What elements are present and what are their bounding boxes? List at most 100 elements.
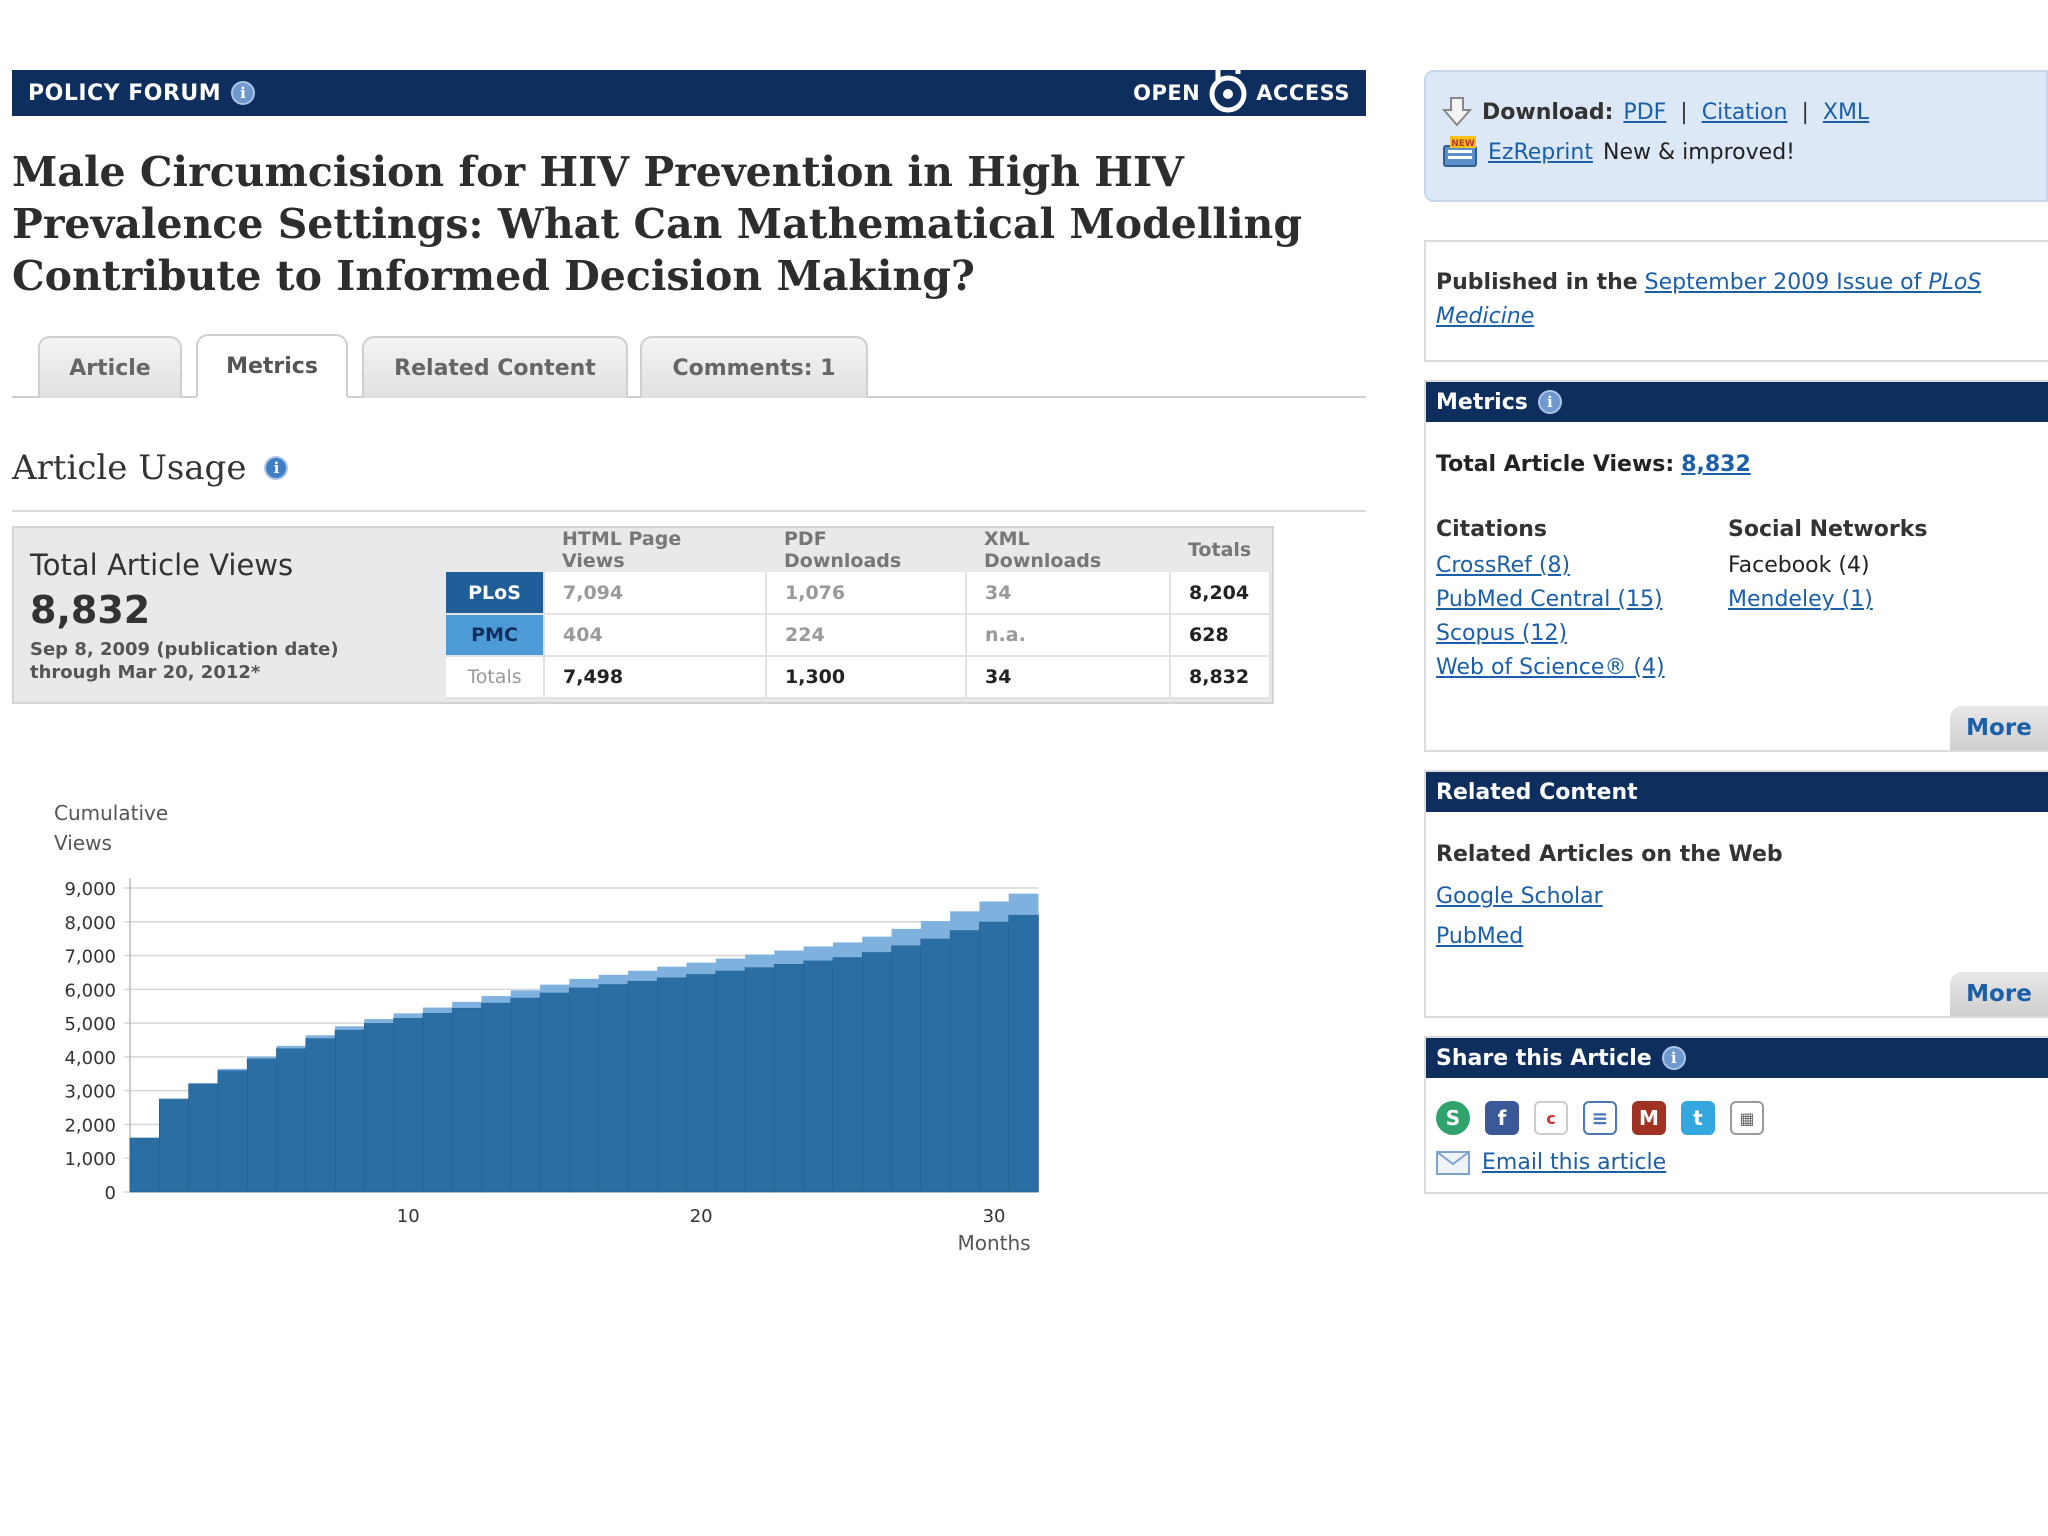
- x-tick-label: 20: [690, 1206, 713, 1227]
- issue-link[interactable]: September 2009 Issue of PLoS Medicine: [1436, 270, 1981, 329]
- info-icon[interactable]: i: [1537, 390, 1562, 414]
- bar-plos: [715, 970, 746, 1193]
- facebook-count: Facebook (4): [1728, 553, 1870, 578]
- citations-heading: Citations: [1436, 517, 1547, 542]
- tab-related-content[interactable]: Related Content: [362, 336, 628, 398]
- download-xml-link[interactable]: XML: [1822, 99, 1870, 125]
- open-access-badge: OPEN ACCESS: [1133, 57, 1350, 116]
- bar-pmc: [481, 996, 512, 1003]
- bar-plos: [539, 992, 571, 1193]
- bar-plos: [305, 1038, 336, 1193]
- access-label: ACCESS: [1256, 81, 1350, 105]
- x-tick-label: 30: [983, 1206, 1006, 1227]
- bar-pmc: [774, 950, 805, 964]
- related-web-heading: Related Articles on the Web: [1436, 842, 1783, 867]
- bar-plos: [832, 956, 864, 1193]
- bar-pmc: [247, 1056, 277, 1059]
- metrics-total-link[interactable]: 8,832: [1681, 452, 1751, 477]
- y-axis-label: Cumulative: [54, 801, 168, 825]
- tab-comments[interactable]: Comments: 1: [640, 336, 868, 398]
- issue-link-journal: PLoS: [1928, 270, 1982, 295]
- total-views-label: Total Article Views: [30, 548, 294, 582]
- y-tick-label: 1,000: [64, 1149, 116, 1170]
- date-range: Sep 8, 2009 (publication date) through M…: [30, 638, 339, 684]
- cumulative-views-chart: Cumulative Views 0 1,000 2,000 3,000 4,000 5,00…: [54, 801, 1039, 1255]
- download-pdf-link[interactable]: PDF: [1623, 99, 1667, 125]
- open-lock-icon: [1209, 57, 1247, 113]
- delicious-icon[interactable]: ▦: [1730, 1101, 1764, 1135]
- metrics-more-button[interactable]: More: [1950, 706, 2048, 750]
- bar-plos: [129, 1137, 161, 1193]
- email-article-link[interactable]: Email this article: [1482, 1150, 1667, 1175]
- pubmed-central-link[interactable]: PubMed Central (15): [1436, 587, 1663, 612]
- download-citation-link[interactable]: Citation: [1701, 99, 1788, 125]
- bar-pmc: [657, 966, 688, 978]
- table-header-blank: [446, 528, 544, 572]
- article-type-banner: POLICY FORUM i OPEN ACCESS: [12, 57, 1366, 116]
- mendeley-icon[interactable]: M: [1632, 1101, 1666, 1135]
- ezreprint-line: NEW EzReprint New & improved!: [1442, 132, 2030, 172]
- col-xml-downloads: XML Downloads: [966, 528, 1170, 572]
- bar-plos: [510, 997, 541, 1193]
- mendeley-link[interactable]: Mendeley (1): [1728, 587, 1873, 612]
- social-networks-column: Social Networks Facebook (4) Mendeley (1…: [1728, 517, 2020, 689]
- related-content-panel: Related Content Related Articles on the …: [1424, 770, 2048, 1018]
- bar-plos: [451, 1007, 483, 1193]
- cell-total: 8,204: [1170, 572, 1271, 615]
- share-panel-body: S f c ≡ M t ▦ Email this article: [1426, 1078, 2048, 1189]
- col-totals: Totals: [1170, 528, 1270, 572]
- divider: [12, 510, 1366, 512]
- bar-plos: [979, 921, 1010, 1193]
- bar-pmc: [217, 1068, 248, 1071]
- download-box: Download: PDF | Citation | XML NEW EzRep…: [1424, 70, 2048, 202]
- issue-link-text: September 2009 Issue of: [1644, 270, 1929, 295]
- table-row: PLoS 7,094 1,076 34 8,204: [446, 572, 1271, 615]
- bar-plos: [1008, 914, 1039, 1193]
- y-tick-label: 2,000: [64, 1115, 116, 1136]
- y-tick-label: 4,000: [64, 1048, 116, 1069]
- y-tick-label: 5,000: [64, 1014, 116, 1035]
- bar-pmc: [510, 990, 541, 998]
- web-of-science-link[interactable]: Web of Science® (4): [1436, 655, 1665, 680]
- sidebar: Download: PDF | Citation | XML NEW EzRep…: [1424, 70, 2048, 1194]
- connotea-icon[interactable]: c: [1534, 1101, 1568, 1135]
- pubmed-link[interactable]: PubMed: [1436, 924, 1524, 949]
- bar-pmc: [598, 974, 629, 985]
- related-more-button[interactable]: More: [1950, 972, 2048, 1016]
- envelope-icon: [1436, 1150, 1470, 1175]
- related-panel-title: Related Content: [1436, 779, 1638, 805]
- published-in-box: Published in the September 2009 Issue of…: [1424, 240, 2048, 362]
- total-views-line: Total Article Views: 8,832: [1436, 452, 2038, 477]
- tab-article[interactable]: Article: [38, 336, 182, 398]
- article-column: POLICY FORUM i OPEN ACCESS Male Circumci…: [12, 57, 1366, 1255]
- facebook-icon[interactable]: f: [1485, 1101, 1519, 1135]
- bar-plos: [393, 1017, 424, 1193]
- x-axis-label: Months: [958, 1231, 1031, 1255]
- stumbleupon-icon[interactable]: S: [1436, 1101, 1470, 1135]
- info-icon[interactable]: i: [231, 81, 256, 105]
- bar-pmc: [950, 911, 980, 931]
- twitter-icon[interactable]: t: [1681, 1101, 1715, 1135]
- related-panel-body: Related Articles on the Web Google Schol…: [1426, 812, 2048, 978]
- info-icon[interactable]: i: [264, 456, 289, 480]
- cell-html: 7,094: [544, 572, 767, 615]
- cell-html: 404: [544, 614, 767, 657]
- issue-link-journal-name: Medicine: [1436, 304, 1535, 329]
- bar-plos: [686, 973, 717, 1193]
- bar-plos: [949, 929, 981, 1193]
- table-header-row: HTML Page Views PDF Downloads XML Downlo…: [446, 528, 1270, 572]
- tab-metrics[interactable]: Metrics: [196, 334, 348, 398]
- y-tick-label: 6,000: [64, 980, 116, 1001]
- open-label: OPEN: [1133, 81, 1201, 105]
- crossref-link[interactable]: CrossRef (8): [1436, 553, 1571, 578]
- citeulike-icon[interactable]: ≡: [1583, 1101, 1617, 1135]
- y-tick-label: 7,000: [64, 947, 116, 968]
- ezreprint-link[interactable]: EzReprint: [1488, 139, 1593, 165]
- article-tabs: Article Metrics Related Content Comments…: [12, 332, 1366, 398]
- bar-plos: [188, 1083, 219, 1193]
- google-scholar-link[interactable]: Google Scholar: [1436, 884, 1603, 909]
- share-icons: S f c ≡ M t ▦: [1436, 1098, 2038, 1138]
- bar-plos: [158, 1098, 190, 1193]
- info-icon[interactable]: i: [1661, 1046, 1686, 1070]
- scopus-link[interactable]: Scopus (12): [1436, 621, 1568, 646]
